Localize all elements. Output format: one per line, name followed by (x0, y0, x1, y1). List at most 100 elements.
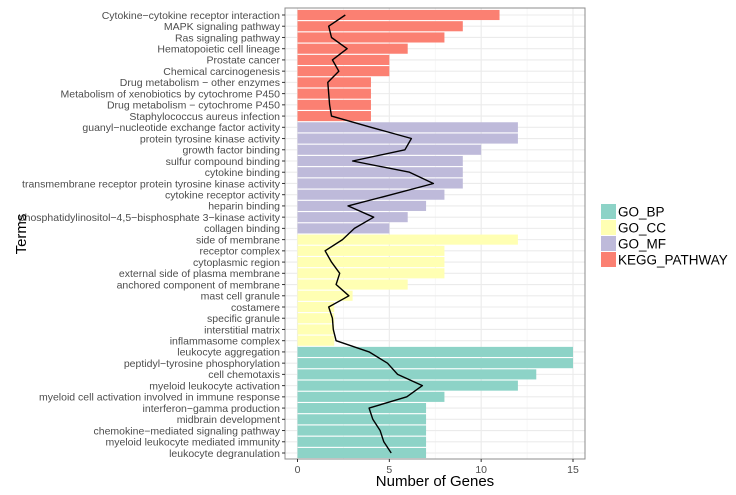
y-tick-label: myeloid leukocyte mediated immunity (106, 437, 281, 449)
y-tick-label: Drug metabolism − cytochrome P450 (107, 100, 280, 112)
bar (297, 189, 445, 200)
y-tick-label: side of membrane (196, 234, 280, 246)
bar (297, 111, 371, 122)
bar (297, 380, 518, 391)
bar (297, 9, 500, 21)
y-tick-label: transmembrane receptor protein tyrosine … (22, 178, 281, 190)
x-tick-label: 10 (475, 464, 487, 476)
bar (297, 155, 463, 167)
x-tick-label: 0 (295, 464, 301, 476)
bar (297, 313, 335, 324)
bar (297, 425, 427, 436)
x-tick-label: 5 (386, 464, 392, 476)
bar (297, 122, 518, 133)
y-tick-label: guanyl−nucleotide exchange factor activi… (82, 122, 280, 134)
y-tick-label: MAPK signaling pathway (164, 21, 281, 33)
y-tick-label: inflammasome complex (170, 335, 281, 347)
bar (297, 403, 427, 414)
bar (297, 167, 463, 178)
y-tick-label: anchored component of membrane (117, 279, 281, 291)
bar (297, 54, 390, 65)
y-tick-label: cytoplasmic region (193, 257, 280, 269)
y-tick-label: Ras signaling pathway (175, 32, 281, 44)
bar (297, 234, 518, 245)
y-tick-label: interstitial matrix (204, 324, 281, 336)
x-axis-title: Number of Genes (376, 473, 494, 490)
y-tick-label: protein tyrosine kinase activity (140, 133, 281, 145)
bar (297, 301, 335, 313)
panel-frame (284, 7, 586, 460)
y-tick-label: interferon−gamma production (143, 403, 281, 415)
bar (297, 290, 353, 301)
bar (297, 358, 573, 369)
legend-swatch (601, 252, 616, 267)
bar (297, 212, 408, 223)
bars (297, 9, 573, 459)
x-axis: 0 5 10 15 (295, 459, 579, 476)
y-tick-label: Prostate cancer (206, 55, 280, 67)
bar (297, 369, 537, 380)
y-tick-label: Hematopoietic cell lineage (157, 43, 280, 55)
bar (297, 391, 445, 402)
y-tick-label: receptor complex (199, 246, 280, 258)
trend-line (324, 14, 435, 454)
bar (297, 144, 482, 155)
legend-swatch (601, 236, 616, 251)
legend-label: GO_BP (618, 205, 665, 220)
bar (297, 324, 335, 335)
bar (297, 133, 518, 144)
bar (297, 447, 427, 459)
y-tick-label: myeloid cell activation involved in immu… (39, 392, 280, 404)
bar (297, 268, 445, 279)
bar (297, 436, 427, 447)
y-tick-label: specific granule (207, 313, 280, 325)
y-tick-label: peptidyl−tyrosine phosphorylation (124, 358, 280, 370)
y-tick-label: cell chemotaxis (208, 369, 280, 381)
x-tick-label: 15 (567, 464, 579, 476)
bar (297, 223, 390, 234)
y-tick-label: phosphatidylinositol−4,5−bisphosphate 3−… (19, 212, 281, 224)
legend-swatch (601, 204, 616, 219)
bar (297, 245, 445, 256)
bar (297, 346, 573, 357)
y-tick-label: growth factor binding (183, 145, 281, 157)
y-tick-label: Cytokine−cytokine receptor interaction (102, 10, 280, 22)
y-tick-label: mast cell granule (201, 291, 281, 303)
y-axis-title: Terms (13, 214, 30, 255)
bar (297, 279, 408, 290)
y-tick-label: collagen binding (204, 223, 280, 235)
bar (297, 257, 445, 268)
y-tick-label: heparin binding (208, 201, 280, 213)
legend-swatch (601, 220, 616, 235)
y-tick-label: myeloid leukocyte activation (149, 380, 280, 392)
y-tick-label: chemokine−mediated signaling pathway (94, 425, 281, 437)
legend-label: KEGG_PATHWAY (618, 253, 728, 268)
legend-label: GO_MF (618, 237, 666, 252)
bar (297, 66, 390, 77)
y-tick-label: external side of plasma membrane (119, 268, 280, 280)
y-tick-label: midbrain development (177, 414, 280, 426)
y-axis: Cytokine−cytokine receptor interactionMA… (19, 10, 285, 460)
trend-line-path (324, 14, 435, 454)
y-tick-label: cytokine binding (205, 167, 280, 179)
y-tick-label: Metabolism of xenobiotics by cytochrome … (61, 88, 281, 100)
y-tick-label: sulfur compound binding (166, 156, 281, 168)
bar (297, 414, 427, 425)
bar (297, 88, 371, 99)
y-tick-label: leukocyte aggregation (177, 347, 280, 359)
bar (297, 77, 371, 88)
y-tick-label: Drug metabolism − other enzymes (120, 77, 280, 89)
y-tick-label: Chemical carcinogenesis (163, 66, 280, 78)
y-tick-label: leukocyte degranulation (169, 448, 280, 460)
bar (297, 43, 408, 54)
legend-label: GO_CC (618, 221, 666, 236)
y-tick-label: costamere (231, 302, 280, 314)
y-tick-label: Staphylococcus aureus infection (129, 111, 280, 123)
bar (297, 335, 335, 346)
bar (297, 21, 463, 32)
bar (297, 99, 371, 110)
bar (297, 32, 445, 43)
bar (297, 178, 463, 189)
